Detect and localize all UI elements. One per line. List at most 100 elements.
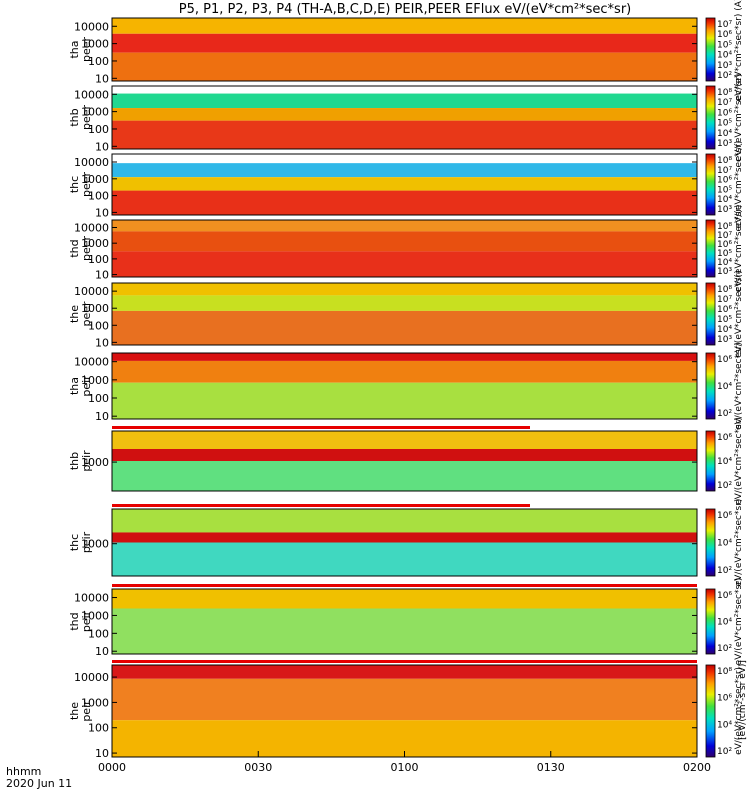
panel-frame: [111, 153, 698, 216]
y-axis-label-line: thb: [68, 108, 81, 126]
panel-fill-band: [112, 461, 697, 491]
y-tick-label: 10000: [74, 592, 109, 605]
panel-fill-band: [112, 283, 697, 296]
y-axis-label: thbpeer: [68, 105, 93, 131]
colorbar-tick-label: 10⁵: [717, 315, 732, 325]
colorbar-tick-label: 10²: [717, 566, 732, 576]
colorbar-tick-label: 10⁸: [717, 667, 732, 677]
colorbar-tick-label: 10⁶: [717, 176, 732, 186]
panel-fill-band: [112, 220, 697, 232]
y-tick-label: 10000: [74, 156, 109, 169]
y-axis-label-line: thc: [68, 176, 81, 193]
figure-title: P5, P1, P2, P3, P4 (TH-A,B,C,D,E) PEIR,P…: [179, 2, 632, 17]
data-quality-bar: [112, 660, 697, 663]
panel-fill-band: [112, 93, 697, 109]
y-axis-label-line: thb: [68, 452, 81, 470]
y-tick-label: 100: [88, 627, 109, 640]
data-quality-bar: [112, 504, 530, 507]
colorbar-tick-label: 10⁴: [717, 51, 732, 61]
y-axis-label-line: peer: [80, 37, 93, 63]
overall-colorbar-label: [eV/(cm²-s sr eV)]: [738, 660, 748, 740]
panel-fill-band: [112, 251, 697, 277]
x-tick-label: 0200: [683, 761, 711, 774]
colorbar-tick-label: 10⁵: [717, 249, 732, 259]
colorbar-tick-label: 10³: [717, 139, 732, 149]
colorbar-tick-label: 10⁶: [717, 305, 732, 315]
y-tick-label: 10: [95, 747, 109, 760]
colorbar-tick-label: 10⁷: [717, 295, 732, 305]
colorbar-label: eV/(eV*cm²*sec*sr): [734, 667, 744, 755]
panel-fill-band: [112, 163, 697, 178]
panel-fill-band: [112, 509, 697, 533]
colorbar-label: eV/(eV*cm²*sec*sr): [734, 270, 744, 358]
y-tick-label: 10000: [74, 356, 109, 369]
panel-fill-band: [112, 177, 697, 191]
colorbar-tick-label: 10⁴: [717, 325, 732, 335]
y-axis-label-line: peer: [80, 236, 93, 262]
y-axis-label-line: peir: [80, 531, 93, 553]
colorbar-tick-label: 10⁴: [717, 618, 732, 628]
x-tick-label: 0100: [391, 761, 419, 774]
panel-frame: [111, 219, 698, 278]
colorbar: [705, 430, 716, 492]
panel-fill-band: [112, 665, 697, 679]
y-axis-label: thdpeer: [68, 236, 93, 262]
colorbar-tick-label: 10⁵: [717, 185, 732, 195]
colorbar: [705, 153, 716, 216]
colorbar-tick-label: 10⁷: [717, 231, 732, 241]
colorbar-tick-label: 10²: [717, 409, 732, 419]
colorbar-label: eV/(eV*cm²*sec*sr): [734, 141, 744, 229]
y-axis-label: thcpeir: [68, 531, 93, 553]
panel-fill-band: [112, 382, 697, 419]
colorbar-tick-label: 10²: [717, 71, 732, 81]
panel-fill-band: [112, 360, 697, 383]
colorbar-tick-label: 10²: [717, 747, 732, 757]
panel-frame: [111, 17, 698, 82]
colorbar-label: eV/(eV*cm²*sec*sr): [734, 417, 744, 505]
colorbar-tick-label: 10⁷: [717, 166, 732, 176]
y-tick-label: 10000: [74, 221, 109, 234]
panel-fill-band: [112, 52, 697, 81]
colorbar-tick-label: 10⁶: [717, 591, 732, 601]
y-tick-label: 10: [95, 206, 109, 219]
y-axis-label-line: peir: [80, 610, 93, 632]
y-tick-label: 10: [95, 336, 109, 349]
date-label: 2020 Jun 11: [6, 777, 72, 790]
y-tick-label: 1000: [81, 237, 109, 250]
panel-fill-band: [112, 589, 697, 609]
y-tick-label: 10000: [74, 20, 109, 33]
colorbar: [705, 352, 716, 420]
colorbar-label: eV/(eV*cm²*sec*sr): [734, 342, 744, 430]
panel-fill-band: [112, 86, 697, 94]
panel-frame: [111, 282, 698, 346]
y-axis-label-line: thd: [68, 612, 81, 630]
panel-fill-band: [112, 120, 697, 149]
panel-fill-band: [112, 295, 697, 311]
y-axis-label-line: the: [68, 702, 81, 720]
colorbar-tick-label: 10⁵: [717, 119, 732, 129]
y-tick-label: 100: [88, 123, 109, 136]
y-axis-label-line: thc: [68, 534, 81, 551]
y-axis-label-line: peir: [80, 700, 93, 722]
y-tick-label: 1000: [81, 374, 109, 387]
colorbar-tick-label: 10³: [717, 267, 732, 277]
y-axis-label-line: peer: [80, 172, 93, 198]
panel-fill-band: [112, 18, 697, 34]
colorbar-label: eV/(eV*cm²*sec*sr): [734, 74, 744, 162]
y-tick-label: 10000: [74, 285, 109, 298]
colorbar-tick-label: 10⁵: [717, 40, 732, 50]
colorbar-tick-label: 10⁴: [717, 720, 732, 730]
panel-fill-band: [112, 231, 697, 252]
panel-fill-band: [112, 678, 697, 721]
y-tick-label: 1000: [81, 538, 109, 551]
colorbar: [705, 17, 716, 82]
colorbar: [705, 85, 716, 150]
colorbar-tick-label: 10⁸: [717, 222, 732, 232]
colorbar-label: eV/(eV*cm²*sec*sr): [734, 499, 744, 587]
